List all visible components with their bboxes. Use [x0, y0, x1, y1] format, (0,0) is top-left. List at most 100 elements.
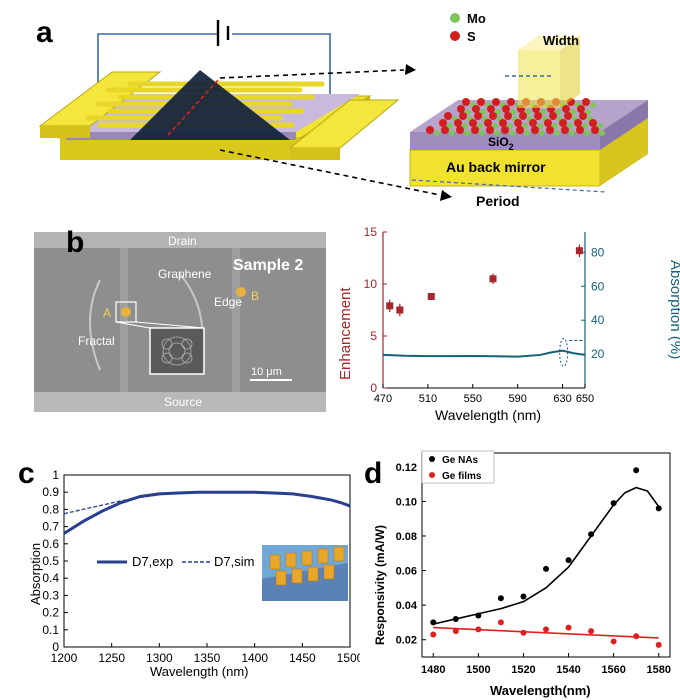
- x-tick-label: 1540: [556, 664, 580, 676]
- y-tick-label: 0.02: [396, 635, 417, 647]
- s-atom: [459, 112, 467, 120]
- legend-ge-films-dot: [429, 472, 435, 478]
- panel-d-letter: d: [364, 457, 382, 490]
- s-atom: [516, 126, 524, 134]
- mo-atom: [567, 123, 573, 129]
- panel-d-marks: [430, 467, 662, 648]
- ge-nas-point: [588, 531, 595, 538]
- ge-films-point: [475, 626, 482, 633]
- ge-films-fit: [433, 626, 659, 639]
- mo-atom: [584, 130, 590, 136]
- ge-films-point: [452, 628, 459, 635]
- panel-c-marks: [63, 490, 351, 535]
- sio2-label: SiO2: [488, 135, 514, 152]
- mo-atom: [462, 123, 468, 129]
- panel-d-chart: d 1480 1500 1520 1540 1560 1580 0.02 0.04 0.06 0.…: [364, 450, 671, 698]
- mo-atom: [585, 109, 591, 115]
- mo-atom: [464, 130, 470, 136]
- y-right-tick-label: 60: [591, 279, 605, 293]
- s-atom: [501, 126, 509, 134]
- y-tick-label: 0.12: [396, 462, 417, 474]
- ge-films-point: [430, 631, 437, 638]
- mo-atom: [554, 130, 560, 136]
- mo-legend-label: Mo: [467, 11, 486, 26]
- s-atom: [549, 112, 557, 120]
- ge-nas-point: [497, 595, 504, 602]
- channel-left: [120, 248, 128, 392]
- s-atom: [562, 105, 570, 113]
- s-atom: [462, 98, 470, 106]
- x-tick-label: 1400: [241, 651, 268, 665]
- s-legend-dot: [450, 31, 460, 41]
- s-atom: [544, 119, 552, 127]
- s-atom: [504, 112, 512, 120]
- s-atom: [474, 112, 482, 120]
- point-b-label: B: [251, 289, 259, 303]
- mo-atom: [597, 123, 603, 129]
- y-tick-label: 0.3: [42, 588, 59, 602]
- panel-c-xlabel: Wavelength (nm): [150, 664, 249, 679]
- x-tick-label: 510: [419, 393, 437, 405]
- s-atom: [426, 126, 434, 134]
- x-tick-label: 1500: [337, 651, 360, 665]
- enhancement-point: [386, 302, 394, 310]
- sample-label: Sample 2: [233, 257, 303, 274]
- panel-b-ylabel-right: Absorption (%): [667, 260, 680, 359]
- ge-nas-fit: [433, 486, 660, 625]
- drain-electrode: [34, 232, 326, 248]
- point-a-label: A: [103, 306, 111, 320]
- mo-atom: [480, 109, 486, 115]
- s-atom: [576, 126, 584, 134]
- panel-d-legend-box: [421, 450, 495, 484]
- fractal-pattern: [161, 336, 193, 366]
- s-atom: [579, 112, 587, 120]
- y-tick-label: 0: [52, 640, 59, 654]
- mo-atom: [492, 123, 498, 129]
- mo-atom: [570, 109, 576, 115]
- s-atom: [471, 126, 479, 134]
- mo-atom: [447, 123, 453, 129]
- s-atom: [477, 98, 485, 106]
- panel-c-axes: 1200 1250 1300 1350 1400 1450 1500 0 0.1 0.2 0.3 0.…: [42, 468, 360, 665]
- s-atom: [589, 119, 597, 127]
- panel-b-marks: [382, 244, 586, 367]
- x-tick-label: 1450: [289, 651, 316, 665]
- point-a-spot: [121, 307, 131, 317]
- s-atom: [519, 112, 527, 120]
- cut-line: [167, 77, 221, 136]
- x-tick-label: 1250: [98, 651, 125, 665]
- ge-nas-point: [565, 557, 572, 564]
- width-block: [518, 36, 580, 108]
- ge-nas-point: [430, 619, 437, 626]
- drain-label: Drain: [168, 234, 197, 248]
- mo-atom: [509, 130, 515, 136]
- y-tick-label: 0.06: [396, 566, 417, 578]
- enhancement-point: [575, 247, 583, 255]
- ge-nas-point: [452, 615, 459, 622]
- period-label: Period: [476, 193, 520, 209]
- s-atom: [454, 119, 462, 127]
- x-tick-label: 1520: [511, 664, 535, 676]
- plot-frame: [421, 452, 671, 658]
- s-atom: [502, 105, 510, 113]
- panel-b-sem: b Drain Sample 2 Graphene Edge A B Fract…: [34, 226, 326, 412]
- s-atom: [492, 98, 500, 106]
- mo-atom: [590, 102, 596, 108]
- y-tick-label: 0.9: [42, 485, 59, 499]
- mo-atom: [449, 130, 455, 136]
- panel-d-axes: 1480 1500 1520 1540 1560 1580 0.02 0.04 0.06 0.08…: [396, 452, 671, 676]
- s-atom: [486, 126, 494, 134]
- mo-atom: [495, 109, 501, 115]
- mo-atom: [540, 109, 546, 115]
- x-tick-label: 1200: [51, 651, 78, 665]
- x-tick-label: 1350: [194, 651, 221, 665]
- y-tick-label: 0.1: [42, 623, 59, 637]
- y-tick-label: 1: [52, 468, 59, 482]
- ge-nas-point: [633, 467, 640, 474]
- s-atom: [582, 98, 590, 106]
- y-left-tick-label: 0: [370, 381, 377, 395]
- mo-atom: [539, 130, 545, 136]
- exp-line: [63, 490, 351, 535]
- s-atom: [489, 112, 497, 120]
- s-atom: [457, 105, 465, 113]
